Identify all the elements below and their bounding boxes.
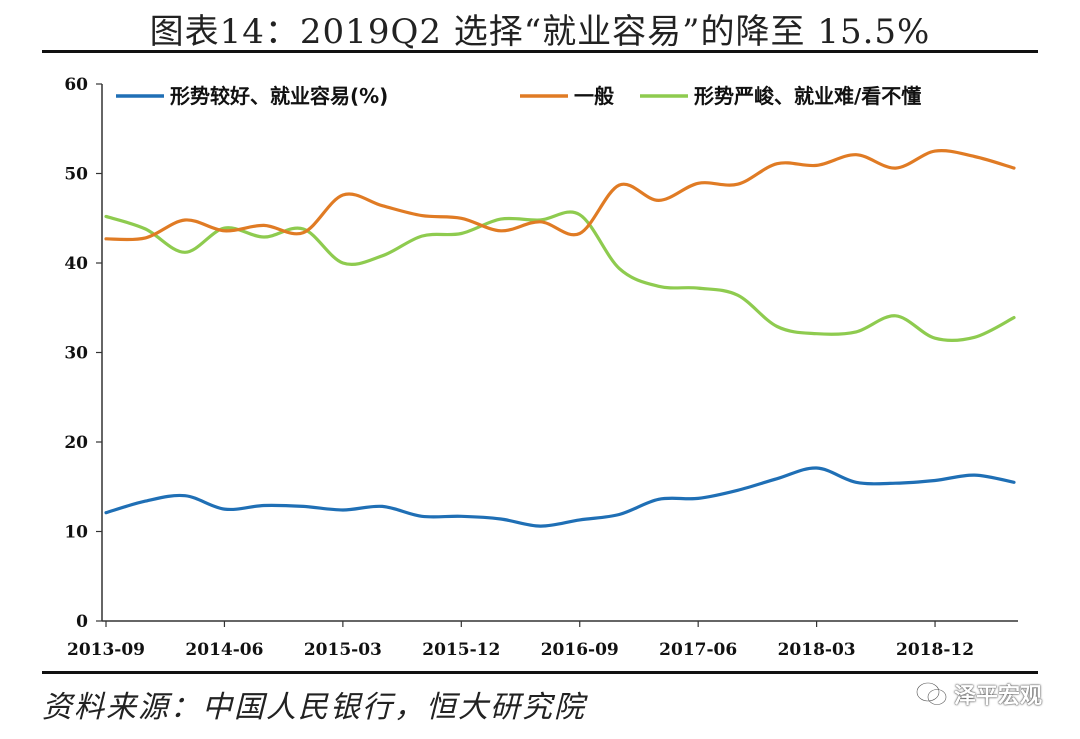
source-rule [42,671,1038,674]
y-tick-label: 40 [64,254,88,274]
x-tick-label: 2015-12 [422,640,500,660]
title-rule [42,50,1038,53]
x-tick-label: 2013-09 [67,640,145,660]
chart-axes: 0 10 20 30 40 50 60 2013-09 2014-06 2015-03 2015-1… [64,75,1018,660]
watermark-text: 泽平宏观 [953,684,1042,709]
x-tick-label: 2014-06 [185,640,263,660]
series-line-0 [104,466,1016,528]
legend-label-1: 一般 [574,84,614,108]
series-line-2 [104,210,1016,342]
x-tick-label: 2016-09 [541,640,619,660]
y-tick-label: 20 [64,433,88,453]
x-tick-label: 2017-06 [659,640,737,660]
y-tick-label: 60 [64,75,88,95]
series-line-1 [104,149,1016,242]
y-tick-label: 0 [76,612,88,632]
legend-label-2: 形势严峻、就业难/看不懂 [694,84,921,108]
wechat-icon [915,681,948,706]
y-tick-label: 10 [64,523,88,543]
y-tick-label: 30 [64,344,88,364]
chart-title: 图表14：2019Q2 选择“就业容易”的降至 15.5% [149,12,931,52]
x-tick-label: 2018-03 [778,640,856,660]
chart-legend: 形势较好、就业容易(%) 一般 形势严峻、就业难/看不懂 [116,84,921,108]
line-chart: 0 10 20 30 40 50 60 2013-09 2014-06 2015-03 2015-1… [64,75,1018,660]
y-tick-label: 50 [64,165,88,185]
source-note: 资料来源：中国人民银行，恒大研究院 [42,690,586,725]
x-tick-label: 2018-12 [896,640,974,660]
chart-series [104,149,1016,528]
watermark: 泽平宏观 [915,678,1042,710]
x-tick-label: 2015-03 [304,640,382,660]
legend-label-0: 形势较好、就业容易(%) [170,84,388,108]
